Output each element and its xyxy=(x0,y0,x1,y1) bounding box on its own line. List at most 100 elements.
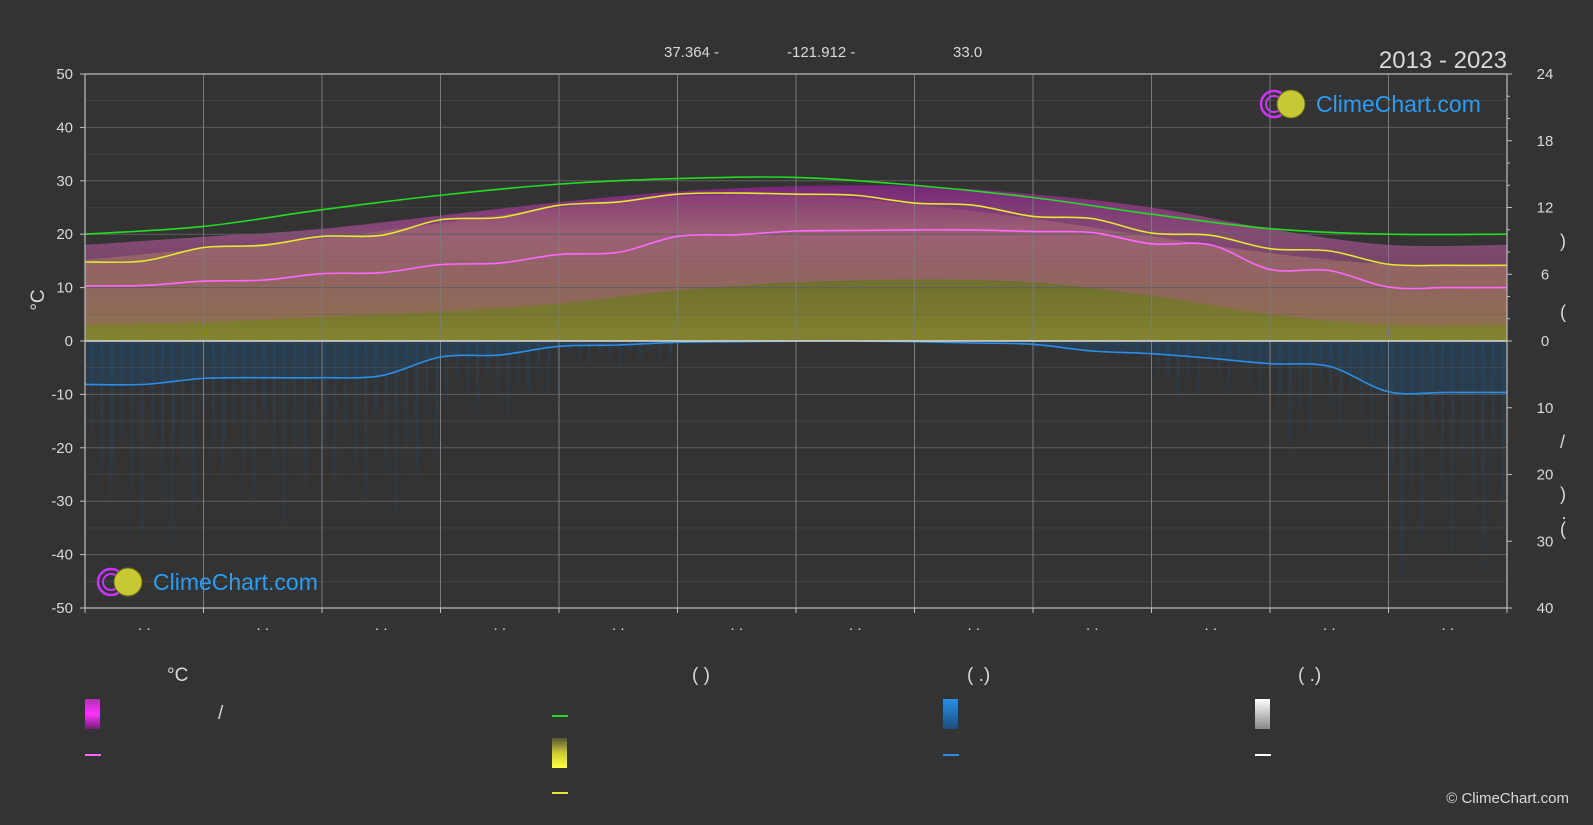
x-tick-label: . . xyxy=(138,617,151,634)
left-axis-label: °C xyxy=(28,289,49,310)
legend-swatch-snow-fill xyxy=(1255,699,1270,729)
precipitation-streak xyxy=(1400,341,1404,598)
precipitation-streak xyxy=(1369,341,1373,450)
x-tick-label: . . xyxy=(375,617,388,634)
right-axis-glyph: ) xyxy=(1560,484,1566,504)
precipitation-streak xyxy=(1491,341,1495,482)
left-tick-label: -30 xyxy=(51,493,73,510)
left-tick-label: -10 xyxy=(51,386,73,403)
series-line-temp_mean xyxy=(84,228,1508,290)
longitude-label: -121.912 - xyxy=(787,44,855,61)
precipitation-streak xyxy=(1501,341,1505,540)
precipitation-streak xyxy=(394,341,398,527)
precipitation-streak xyxy=(1380,341,1384,404)
elevation-label: 33.0 xyxy=(953,44,982,61)
plot-area: 50 40 30 20 10 0 -10 -20 -30 -40 -50 24 18 12 6 0 10 20 30… xyxy=(51,66,1553,634)
right-axis-glyph: · xyxy=(1561,507,1567,527)
precipitation-streak xyxy=(780,341,784,347)
precipitation-streak xyxy=(191,341,195,524)
precipitation-streak xyxy=(171,341,175,561)
precipitation-streak xyxy=(232,341,236,434)
precipitation-streak xyxy=(770,341,774,346)
left-tick-label: 10 xyxy=(56,280,73,297)
precipitation-streak xyxy=(1227,341,1231,398)
right-top-tick-label: 12 xyxy=(1537,200,1554,217)
precipitation-streak xyxy=(404,341,408,454)
logo-top[interactable]: ClimeChart.com xyxy=(1258,87,1481,121)
precipitation-streak xyxy=(1176,341,1180,406)
precipitation-streak xyxy=(1390,341,1394,540)
precipitation-streak xyxy=(1156,341,1160,377)
precipitation-streak xyxy=(567,341,571,355)
precipitation-streak xyxy=(1410,341,1414,497)
precipitation-streak xyxy=(140,341,144,549)
precipitation-streak xyxy=(445,341,449,413)
precipitation-streak xyxy=(516,341,520,390)
latitude-label: 37.364 - xyxy=(664,44,719,61)
precipitation-streak xyxy=(415,341,419,496)
right-bottom-tick-label: 30 xyxy=(1537,533,1554,550)
precipitation-streak xyxy=(1034,341,1038,357)
legend-header-snow: ( .) xyxy=(1298,665,1322,686)
precipitation-streak xyxy=(1288,341,1292,456)
precipitation-streak xyxy=(1085,341,1089,356)
legend-swatch-precip xyxy=(943,754,959,756)
right-axis-glyph: ) xyxy=(1560,231,1566,251)
precipitation-streak xyxy=(486,341,490,386)
precipitation-streak xyxy=(181,341,185,474)
precipitation-streak xyxy=(211,341,215,466)
right-bottom-tick-label: 10 xyxy=(1537,400,1554,417)
legend-swatch-sunshine-fill xyxy=(552,738,567,768)
legend-header-precip: ( .) xyxy=(967,665,991,686)
precipitation-streak xyxy=(506,341,510,423)
precipitation-streak xyxy=(587,341,591,367)
precipitation-streak xyxy=(384,341,388,485)
legend-swatch-snow xyxy=(1255,754,1271,756)
precipitation-streak xyxy=(151,341,155,462)
logo-bottom[interactable]: ClimeChart.com xyxy=(95,565,318,599)
precipitation-streak xyxy=(1461,341,1465,468)
precipitation-streak xyxy=(1319,341,1323,391)
precipitation-streak xyxy=(1166,341,1170,391)
legend-slash: / xyxy=(218,703,224,724)
logo-text: ClimeChart.com xyxy=(1316,90,1481,117)
right-top-tick-label: 18 xyxy=(1537,133,1554,150)
precipitation-streak xyxy=(740,341,744,346)
legend-header-sun: ( ) xyxy=(692,665,710,686)
precipitation-streak xyxy=(161,341,165,511)
precipitation-streak xyxy=(1308,341,1312,437)
left-tick-label: 40 xyxy=(56,119,73,136)
left-tick-label: 0 xyxy=(65,333,73,350)
precipitation-streak xyxy=(1339,341,1343,443)
precipitation-streak xyxy=(130,341,134,499)
precipitation-streak xyxy=(283,341,287,531)
precipitation-streak xyxy=(262,341,266,445)
legend-swatch-precip-fill xyxy=(943,699,958,729)
precipitation-streak xyxy=(476,341,480,418)
precipitation-streak xyxy=(1278,341,1282,430)
left-tick-label: 50 xyxy=(56,66,73,83)
precipitation-streak xyxy=(1217,341,1221,384)
x-tick-label: . . xyxy=(967,617,980,634)
precipitation-streak xyxy=(597,341,601,356)
series-line-daylight xyxy=(84,176,1508,236)
x-tick-label: . . xyxy=(730,617,743,634)
precipitation-streak xyxy=(1258,341,1262,402)
precipitation-streak xyxy=(1115,341,1119,356)
x-tick-label: . . xyxy=(1441,617,1454,634)
precipitation-streak xyxy=(1440,341,1444,511)
precipitation-streak xyxy=(536,341,540,377)
precipitation-streak xyxy=(455,341,459,381)
precipitation-streak xyxy=(333,341,337,506)
precipitation-streak xyxy=(1146,341,1150,357)
precipitation-streak xyxy=(1247,341,1251,388)
precipitation-streak xyxy=(1237,341,1241,373)
precipitation-streak xyxy=(242,341,246,477)
precipitation-streak xyxy=(374,341,378,443)
precipitation-streak xyxy=(1329,341,1333,417)
precipitation-streak xyxy=(699,341,703,348)
precipitation-streak xyxy=(120,341,124,449)
precipitation-streak xyxy=(648,341,652,353)
precipitation-streak xyxy=(719,341,723,347)
x-tick-label: . . xyxy=(849,617,862,634)
